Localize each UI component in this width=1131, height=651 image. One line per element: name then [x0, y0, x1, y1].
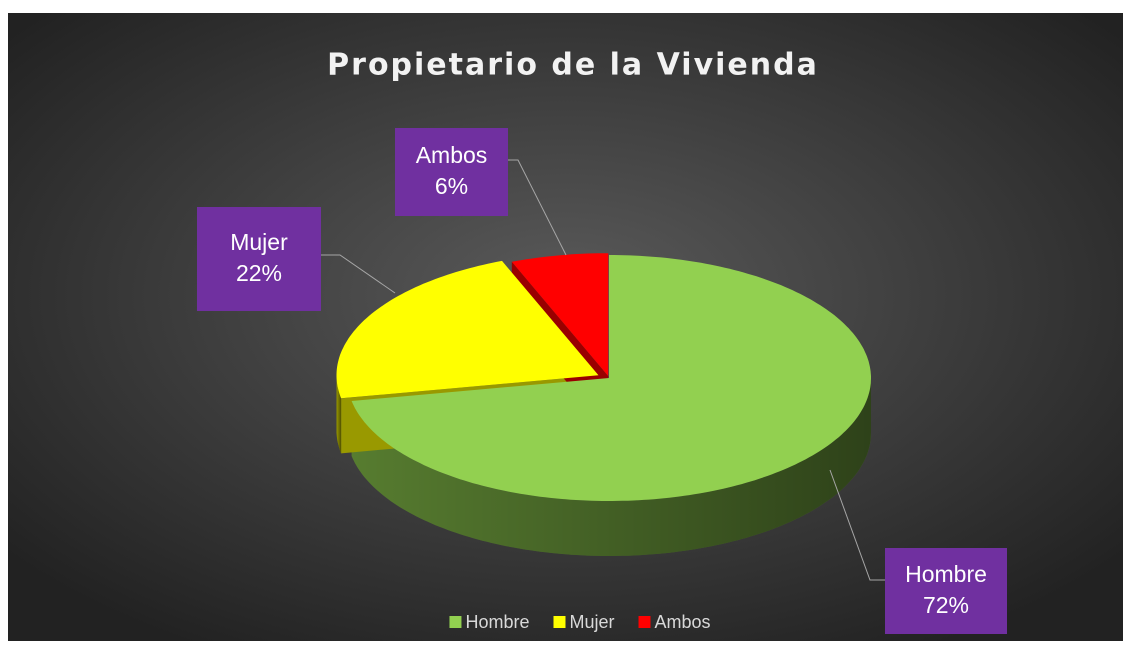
legend-label: Hombre: [465, 612, 529, 632]
data-label-category: Hombre: [905, 561, 987, 587]
data-label-value: 6%: [435, 173, 468, 199]
pie-slice: [351, 255, 872, 501]
data-label-box: [395, 128, 508, 216]
data-label-category: Mujer: [230, 229, 288, 255]
legend-swatch: [553, 616, 566, 628]
leader-line: [829, 469, 885, 581]
legend-item: Ambos: [638, 612, 711, 632]
pie-slice: [511, 253, 609, 377]
pie-slice-side-shade: [336, 375, 342, 454]
data-label-box: [197, 207, 321, 311]
leader-line: [321, 254, 396, 294]
legend-swatch: [449, 616, 462, 628]
pie-slice-side-shade: [351, 378, 872, 556]
data-label-category: Ambos: [416, 142, 488, 168]
chart-title: Propietario de la Vivienda: [327, 48, 819, 83]
leader-line: [508, 159, 567, 256]
legend-item: Hombre: [449, 612, 529, 632]
data-label-value: 72%: [923, 592, 969, 618]
legend-label: Ambos: [655, 612, 711, 632]
data-label-value: 22%: [236, 260, 282, 286]
legend-label: Mujer: [569, 612, 614, 632]
legend-swatch: [638, 616, 651, 628]
legend-item: Mujer: [553, 612, 615, 632]
data-label-box: [885, 548, 1007, 634]
pie-slice: [336, 260, 599, 399]
